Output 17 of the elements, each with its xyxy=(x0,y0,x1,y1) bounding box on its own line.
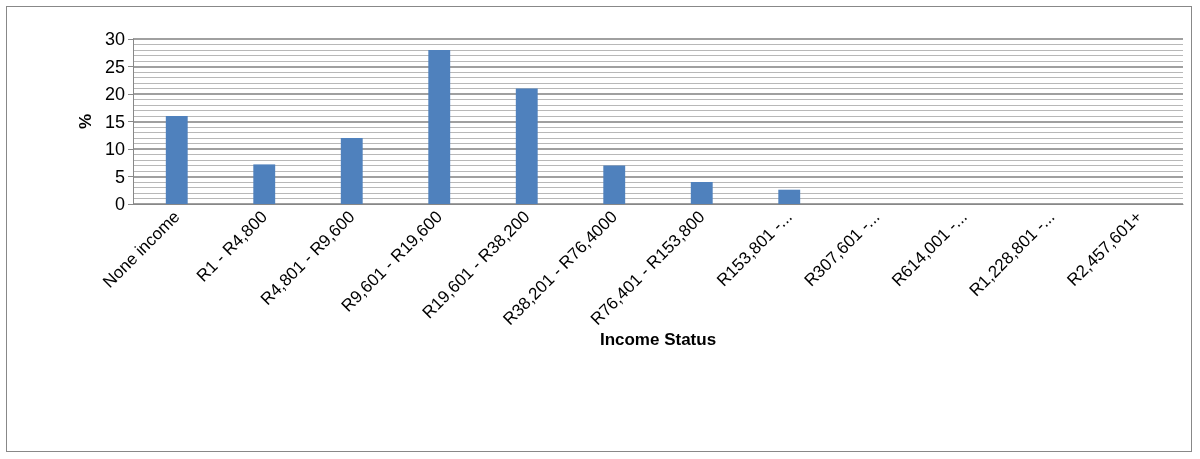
y-tick-label: 10 xyxy=(104,139,125,159)
y-tick-label: 15 xyxy=(104,111,125,132)
y-tick-label: 5 xyxy=(114,166,125,187)
bar xyxy=(603,165,626,204)
bar xyxy=(515,88,538,204)
y-tick-label: 30 xyxy=(104,29,125,49)
bar xyxy=(253,164,276,204)
y-tick-label: 0 xyxy=(114,194,125,214)
bar xyxy=(165,116,188,204)
y-tick-label: 20 xyxy=(104,84,125,104)
bar xyxy=(340,138,363,204)
bar xyxy=(690,182,713,204)
bar xyxy=(428,50,451,204)
y-tick-label: 25 xyxy=(104,56,125,77)
y-axis-title: % xyxy=(76,113,96,130)
bar xyxy=(778,189,801,204)
x-axis-title: Income Status xyxy=(599,330,717,350)
